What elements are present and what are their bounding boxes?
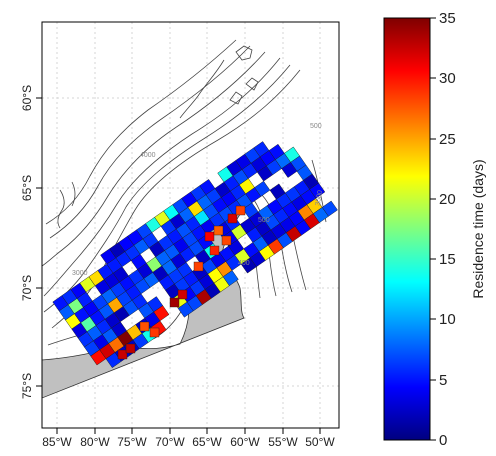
- lat-tick-label: 60°S: [20, 85, 34, 111]
- residence-cell: [199, 179, 216, 195]
- residence-time-grid-cells: [52, 141, 338, 369]
- lat-tick-label: 75°S: [20, 373, 34, 399]
- residence-cell: [213, 225, 224, 236]
- residence-cell: [209, 245, 220, 256]
- residence-cell: [117, 349, 128, 360]
- residence-cell: [268, 143, 285, 160]
- colorbar-title: Residence time (days): [470, 159, 486, 298]
- lon-tick-label: 70°W: [155, 435, 185, 449]
- contour-label: 3000: [72, 270, 88, 277]
- residence-cell: [204, 231, 215, 242]
- residence-cell: [235, 205, 246, 216]
- latitude-axis: 60°S 65°S 70°S 75°S: [20, 85, 42, 399]
- colorbar-ticks: 0 5 10 15 20 25 30 35: [430, 10, 456, 449]
- colorbar-tick-label: 30: [439, 70, 456, 87]
- residence-cell: [269, 183, 286, 200]
- colorbar-tick-label: 15: [439, 251, 456, 268]
- residence-cell: [227, 213, 238, 224]
- residence-cell: [177, 289, 188, 300]
- lat-tick-label: 70°S: [20, 275, 34, 301]
- residence-cell: [221, 235, 232, 246]
- residence-cell: [139, 321, 150, 332]
- colorbar-tick-label: 0: [439, 432, 447, 449]
- residence-cell: [254, 180, 271, 197]
- contour-label: 500: [310, 123, 322, 130]
- colorbar-bar: [383, 17, 431, 441]
- lon-tick-label: 60°W: [230, 435, 260, 449]
- contour-label: 500: [258, 217, 270, 224]
- colorbar: 0 5 10 15 20 25 30 35 Residence time (da…: [383, 10, 486, 449]
- colorbar-tick-label: 25: [439, 131, 456, 148]
- colorbar-tick-label: 5: [439, 372, 447, 389]
- residence-cell: [125, 343, 136, 354]
- residence-cell: [253, 141, 270, 158]
- longitude-axis: 85°W 80°W 75°W 70°W 65°W 60°W 55°W 50°W: [42, 428, 335, 449]
- lon-tick-label: 75°W: [117, 435, 147, 449]
- contour-label: 3500: [315, 190, 325, 207]
- residence-cell: [149, 327, 160, 338]
- residence-cell: [169, 297, 180, 308]
- residence-cell: [284, 146, 300, 163]
- map-panel: 4000 500 3500 500 400 3000 60°S 65°S 70°…: [20, 21, 340, 449]
- lon-tick-label: 80°W: [80, 435, 110, 449]
- colorbar-tick-label: 35: [439, 10, 456, 27]
- lat-tick-label: 65°S: [20, 175, 34, 201]
- contour-label: 4000: [140, 152, 156, 159]
- residence-cell: [321, 200, 338, 217]
- residence-cell: [193, 261, 204, 272]
- bathymetry-contour-labels: 4000 500 3500 500 400 3000: [72, 123, 324, 277]
- map-frame: [41, 21, 340, 429]
- colorbar-tick-label: 10: [439, 311, 456, 328]
- contour-label: 400: [238, 260, 250, 267]
- lon-tick-label: 55°W: [268, 435, 298, 449]
- lon-tick-label: 50°W: [305, 435, 335, 449]
- colorbar-tick-label: 20: [439, 191, 456, 208]
- residence-cell: [147, 296, 163, 313]
- lon-tick-label: 65°W: [192, 435, 222, 449]
- lon-tick-label: 85°W: [42, 435, 72, 449]
